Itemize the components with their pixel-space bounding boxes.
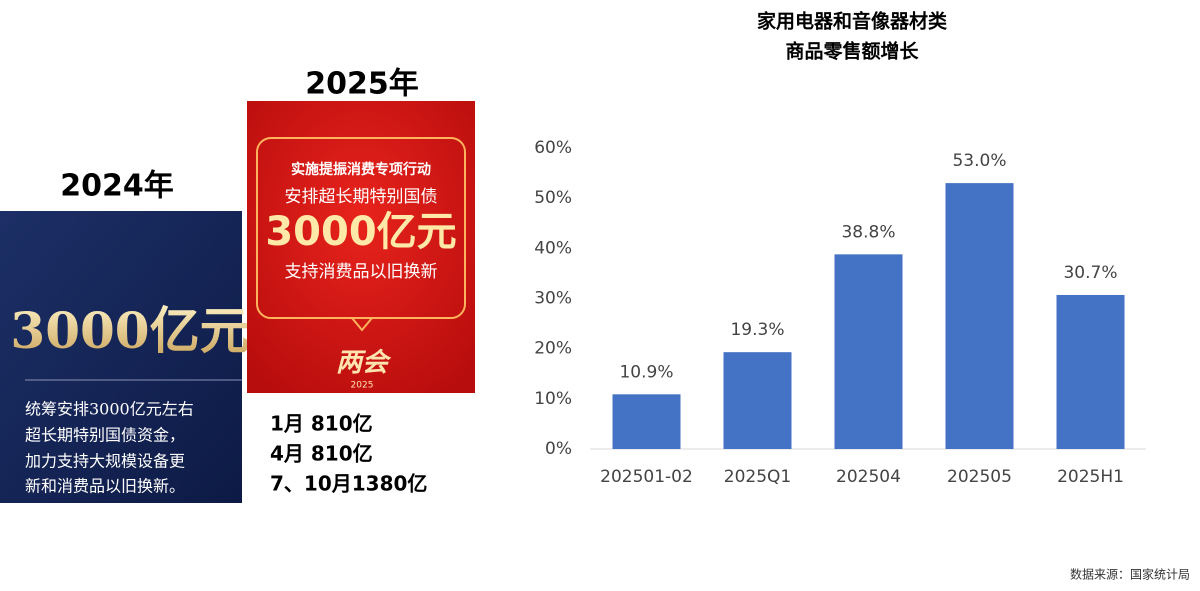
panel-text: 实施提振消费专项行动 bbox=[291, 161, 431, 178]
value-label: 38.8% bbox=[841, 222, 895, 242]
year-label: 2025年 bbox=[305, 67, 419, 102]
value-label: 53.0% bbox=[952, 151, 1006, 171]
amount: 3000亿元 bbox=[265, 209, 456, 255]
y-tick-label: 20% bbox=[534, 339, 572, 359]
value-label: 30.7% bbox=[1063, 263, 1117, 283]
chart-title: 商品零售额增长 bbox=[785, 40, 919, 63]
panel-text: 统筹安排3000亿元左右 bbox=[25, 400, 194, 419]
bar bbox=[945, 183, 1014, 449]
y-tick-label: 0% bbox=[545, 439, 572, 459]
value-label: 10.9% bbox=[619, 362, 673, 382]
x-tick-label: 202505 bbox=[947, 467, 1012, 487]
frame bbox=[256, 137, 466, 319]
schedule-item: 1月 810亿 bbox=[270, 412, 373, 436]
panel-text: 安排超长期特别国债 bbox=[285, 187, 438, 207]
frame-pointer bbox=[351, 317, 373, 332]
panel-text: 超长期特别国债资金， bbox=[25, 426, 185, 445]
x-tick-label: 2025H1 bbox=[1057, 467, 1124, 487]
bar bbox=[1056, 294, 1125, 449]
bar bbox=[834, 254, 903, 449]
bar bbox=[723, 352, 792, 449]
x-tick-label: 2025Q1 bbox=[724, 467, 791, 487]
panel-background bbox=[0, 211, 242, 503]
badge: 两会 bbox=[336, 348, 392, 378]
chart-title: 家用电器和音像器材类 bbox=[757, 10, 947, 33]
schedule-item: 7、10月1380亿 bbox=[270, 472, 427, 496]
year-label: 2024年 bbox=[60, 169, 174, 204]
panel-text: 支持消费品以旧换新 bbox=[285, 262, 438, 282]
x-tick-label: 202504 bbox=[836, 467, 901, 487]
badge-year: 2025 bbox=[351, 381, 374, 391]
y-tick-label: 50% bbox=[534, 188, 572, 208]
y-tick-label: 30% bbox=[534, 289, 572, 309]
panel-text: 新和消费品以旧换新。 bbox=[25, 477, 185, 496]
y-tick-label: 60% bbox=[534, 138, 572, 158]
y-tick-label: 40% bbox=[534, 238, 572, 258]
amount: 3000亿元 bbox=[10, 301, 249, 360]
panel-text: 加力支持大规模设备更 bbox=[25, 452, 185, 471]
bar bbox=[612, 394, 681, 449]
value-label: 19.3% bbox=[730, 320, 784, 340]
source-note: 数据来源：国家统计局 bbox=[1070, 567, 1190, 582]
schedule-item: 4月 810亿 bbox=[270, 442, 373, 466]
y-tick-label: 10% bbox=[534, 389, 572, 409]
panel-background bbox=[247, 101, 475, 393]
x-tick-label: 202501-02 bbox=[600, 467, 693, 487]
